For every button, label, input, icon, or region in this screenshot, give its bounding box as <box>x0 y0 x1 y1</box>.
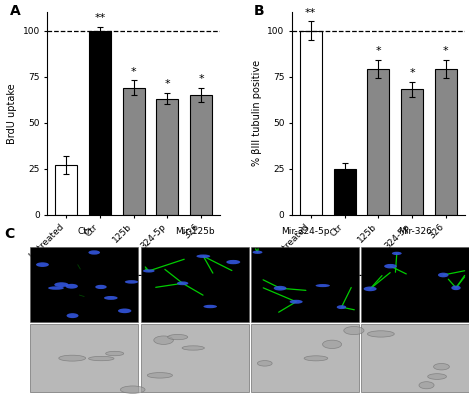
Bar <box>190 95 212 215</box>
Bar <box>30 324 138 392</box>
Ellipse shape <box>434 363 449 370</box>
Bar <box>251 324 359 392</box>
Ellipse shape <box>59 355 86 361</box>
Ellipse shape <box>253 251 263 254</box>
Text: Mir-125b: Mir-125b <box>175 227 214 236</box>
Text: *: * <box>131 66 137 77</box>
Text: Shh: Shh <box>386 286 404 296</box>
Text: Mir-324-5p: Mir-324-5p <box>281 227 329 236</box>
Ellipse shape <box>95 285 107 289</box>
Ellipse shape <box>65 284 78 289</box>
Ellipse shape <box>168 335 188 340</box>
Bar <box>361 324 469 392</box>
Text: Ctr: Ctr <box>77 227 91 236</box>
Bar <box>300 30 322 215</box>
Text: C: C <box>5 227 15 241</box>
Text: *: * <box>410 68 415 79</box>
Bar <box>401 90 423 215</box>
Ellipse shape <box>104 296 118 300</box>
Ellipse shape <box>89 250 100 255</box>
Bar <box>367 69 389 215</box>
Ellipse shape <box>367 331 394 337</box>
Text: *: * <box>198 74 204 84</box>
Ellipse shape <box>257 360 272 366</box>
Bar <box>251 247 359 322</box>
Bar <box>123 87 145 215</box>
Ellipse shape <box>203 305 217 308</box>
Ellipse shape <box>147 373 173 378</box>
Ellipse shape <box>392 252 401 255</box>
Ellipse shape <box>364 286 377 291</box>
Ellipse shape <box>54 282 69 287</box>
Ellipse shape <box>344 326 364 335</box>
Bar <box>89 30 111 215</box>
Y-axis label: % βIII tubulin positive: % βIII tubulin positive <box>252 60 262 166</box>
Ellipse shape <box>89 356 114 361</box>
Ellipse shape <box>323 340 342 349</box>
Text: **: ** <box>94 13 105 23</box>
Bar <box>55 165 77 215</box>
Bar <box>141 324 248 392</box>
Text: Shh: Shh <box>141 286 160 296</box>
Bar <box>141 247 248 322</box>
Ellipse shape <box>154 336 173 344</box>
Ellipse shape <box>125 280 138 284</box>
Ellipse shape <box>316 284 330 287</box>
Ellipse shape <box>451 286 461 290</box>
Text: *: * <box>164 79 170 90</box>
Y-axis label: BrdU uptake: BrdU uptake <box>7 83 17 144</box>
Ellipse shape <box>177 281 188 285</box>
Ellipse shape <box>118 309 131 313</box>
Bar <box>334 168 356 215</box>
Text: Mir-326: Mir-326 <box>398 227 432 236</box>
Ellipse shape <box>66 313 79 318</box>
Ellipse shape <box>304 356 328 361</box>
Ellipse shape <box>428 374 447 379</box>
Ellipse shape <box>273 286 286 290</box>
Ellipse shape <box>106 351 124 356</box>
Ellipse shape <box>36 262 49 267</box>
Text: *: * <box>443 46 449 56</box>
Text: B: B <box>254 4 265 18</box>
Ellipse shape <box>182 346 204 350</box>
Ellipse shape <box>48 286 64 290</box>
Ellipse shape <box>438 273 448 277</box>
Ellipse shape <box>143 269 155 273</box>
Bar <box>435 69 457 215</box>
Ellipse shape <box>290 300 303 304</box>
Bar <box>30 247 138 322</box>
Bar <box>156 99 178 215</box>
Bar <box>361 247 469 322</box>
Ellipse shape <box>226 260 240 264</box>
Text: A: A <box>9 4 20 18</box>
Ellipse shape <box>384 264 397 269</box>
Ellipse shape <box>419 382 434 389</box>
Ellipse shape <box>120 386 145 393</box>
Ellipse shape <box>337 305 346 309</box>
Text: **: ** <box>305 8 316 18</box>
Ellipse shape <box>196 254 210 258</box>
Text: *: * <box>375 46 381 56</box>
